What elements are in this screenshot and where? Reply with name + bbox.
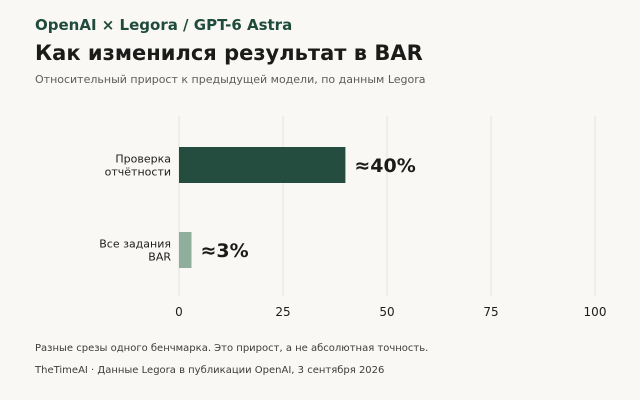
x-tick-label: 75 <box>483 305 498 319</box>
chart-title: Как изменился результат в BAR <box>35 41 423 65</box>
chart-subtitle: Относительный прирост к предыдущей модел… <box>35 73 426 86</box>
x-axis-ticks: 0 25 50 75 100 <box>175 305 606 319</box>
footnote: Разные срезы одного бенчмарка. Это приро… <box>35 343 429 354</box>
x-tick-label: 25 <box>275 305 290 319</box>
value-label: ≈3% <box>200 240 248 262</box>
bar-0 <box>179 147 346 183</box>
value-labels: ≈40% ≈3% <box>200 155 415 262</box>
category-labels: Проверка отчётности Все задания BAR <box>99 153 171 264</box>
bar-1 <box>179 232 192 268</box>
bars <box>179 147 346 268</box>
source-line: TheTimeAI · Данные Legora в публикации O… <box>35 365 385 376</box>
grid-lines <box>178 116 596 296</box>
x-tick-label: 0 <box>175 305 183 319</box>
brand-line: OpenAI × Legora / GPT-6 Astra <box>35 16 293 34</box>
x-tick-label: 50 <box>379 305 394 319</box>
category-label: Все задания BAR <box>99 238 171 264</box>
value-label: ≈40% <box>354 155 415 177</box>
x-tick-label: 100 <box>584 305 607 319</box>
category-label: Проверка отчётности <box>105 153 171 179</box>
